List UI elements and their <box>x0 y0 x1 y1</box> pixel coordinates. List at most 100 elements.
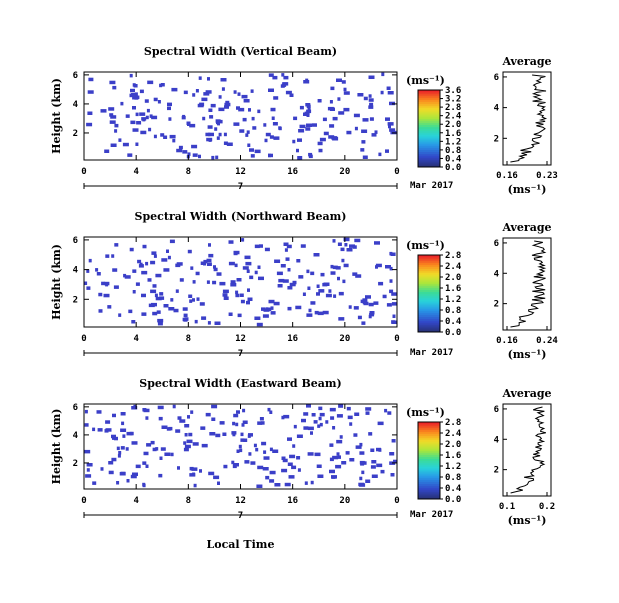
heatmap-cell <box>378 281 384 286</box>
heatmap-cell <box>97 428 103 432</box>
y-tick-label: 6 <box>73 403 78 413</box>
colorbar-band <box>418 491 440 494</box>
heatmap-cell <box>184 433 188 437</box>
heatmap-cell <box>187 249 192 254</box>
heatmap-cell <box>186 439 193 444</box>
heatmap-cell <box>208 253 214 258</box>
average-frame <box>502 237 552 331</box>
heatmap-cell <box>285 90 292 95</box>
colorbar-band <box>418 322 440 325</box>
heatmap-cell <box>233 250 240 255</box>
heatmap-cell <box>128 309 133 314</box>
x-tick-label: 16 <box>287 167 298 177</box>
heatmap-cell <box>328 289 332 293</box>
heatmap-cell <box>96 410 102 414</box>
colorbar-unit: (ms⁻¹) <box>406 239 445 252</box>
average-x-tick-label: 0.24 <box>536 336 558 346</box>
colorbar-tick-label: 1.6 <box>445 129 461 139</box>
heatmap-cell <box>111 434 116 439</box>
heatmap-cell <box>233 413 239 418</box>
heatmap-cell <box>202 116 206 121</box>
heatmap-cell <box>338 404 344 408</box>
heatmap-cell <box>299 105 304 110</box>
heatmap-cell <box>247 297 253 301</box>
colorbar-band <box>418 481 440 485</box>
heatmap-cell <box>176 262 183 266</box>
heatmap-cell <box>183 441 187 445</box>
heatmap-cell <box>146 108 150 113</box>
heatmap-cell <box>373 301 379 305</box>
heatmap-cell <box>157 100 161 104</box>
heatmap-cell <box>189 473 196 477</box>
heatmap-cell <box>84 449 91 454</box>
heatmap-cell <box>268 88 274 92</box>
x-tick-label: 4 <box>133 334 139 344</box>
x-tick-label: 12 <box>235 496 246 506</box>
heatmap-cell <box>100 467 104 471</box>
heatmap-cell <box>295 305 302 310</box>
heatmap-cell <box>104 429 109 433</box>
colorbar-tick-label: 0.0 <box>445 163 461 173</box>
heatmap-cell <box>239 448 243 453</box>
heatmap-cell <box>151 251 157 255</box>
heatmap-cell <box>122 434 126 438</box>
heatmap-cell <box>144 99 149 103</box>
average-y-tick-label: 2 <box>494 300 499 310</box>
heatmap-cell <box>365 407 372 411</box>
heatmap-cell <box>361 140 366 144</box>
heatmap-cell <box>289 282 296 287</box>
heatmap-cell <box>303 412 309 416</box>
heatmap-cell <box>339 435 343 439</box>
x-tick-label: 0 <box>81 334 86 344</box>
heatmap-cell <box>142 117 146 122</box>
heatmap-cell <box>318 406 323 411</box>
heatmap-cell <box>148 127 152 132</box>
heatmap-cell <box>215 119 221 123</box>
heatmap-cell <box>155 447 159 451</box>
heatmap-cell <box>368 75 375 79</box>
heatmap-cell <box>249 148 254 152</box>
heatmap-cell <box>246 130 250 134</box>
colorbar-band <box>418 441 440 444</box>
colorbar-tick-label: 2.4 <box>445 112 462 122</box>
heatmap-cell <box>359 476 363 481</box>
heatmap-cell <box>296 148 299 153</box>
heatmap-cell <box>184 424 190 428</box>
colorbar-band <box>418 91 440 95</box>
colorbar-tick-label: 3.2 <box>445 95 461 105</box>
heatmap-cell <box>317 99 322 103</box>
heatmap-cell <box>270 311 276 315</box>
heatmap-cell <box>195 271 200 276</box>
heatmap-cell <box>298 275 304 279</box>
colorbar-band <box>418 489 440 492</box>
average-title: Average <box>501 387 551 400</box>
colorbar-band <box>418 443 440 446</box>
heatmap-cell <box>375 263 382 268</box>
panel-0: Spectral Width (Vertical Beam)0 4 8 12 16 20 0… <box>50 45 558 196</box>
heatmap-cell <box>236 106 240 110</box>
heatmap-cell <box>357 93 364 97</box>
heatmap-cell <box>335 266 341 270</box>
heatmap-cell <box>203 262 206 266</box>
heatmap-cell <box>205 132 211 137</box>
colorbar-band <box>418 310 440 314</box>
colorbar-band <box>418 145 440 149</box>
heatmap-cell <box>387 411 392 415</box>
heatmap-cell <box>118 451 122 455</box>
heatmap-cell <box>340 247 345 252</box>
colorbar-tick-label: 0.8 <box>445 306 461 316</box>
heatmap-cell <box>259 244 263 248</box>
heatmap-cell <box>345 451 350 455</box>
heatmap-cell <box>280 264 286 268</box>
colorbar-band <box>418 431 440 434</box>
heatmap-cell <box>194 319 198 324</box>
colorbar-band <box>418 120 440 124</box>
colorbar-frame <box>417 421 441 500</box>
heatmap-cell <box>248 452 252 456</box>
heatmap-cell <box>330 271 336 275</box>
heatmap-cell <box>188 432 193 437</box>
y-tick-label: 4 <box>73 431 79 441</box>
heatmap-cell <box>120 412 126 416</box>
colorbar-band <box>418 429 440 433</box>
heatmap-cell <box>86 269 90 273</box>
